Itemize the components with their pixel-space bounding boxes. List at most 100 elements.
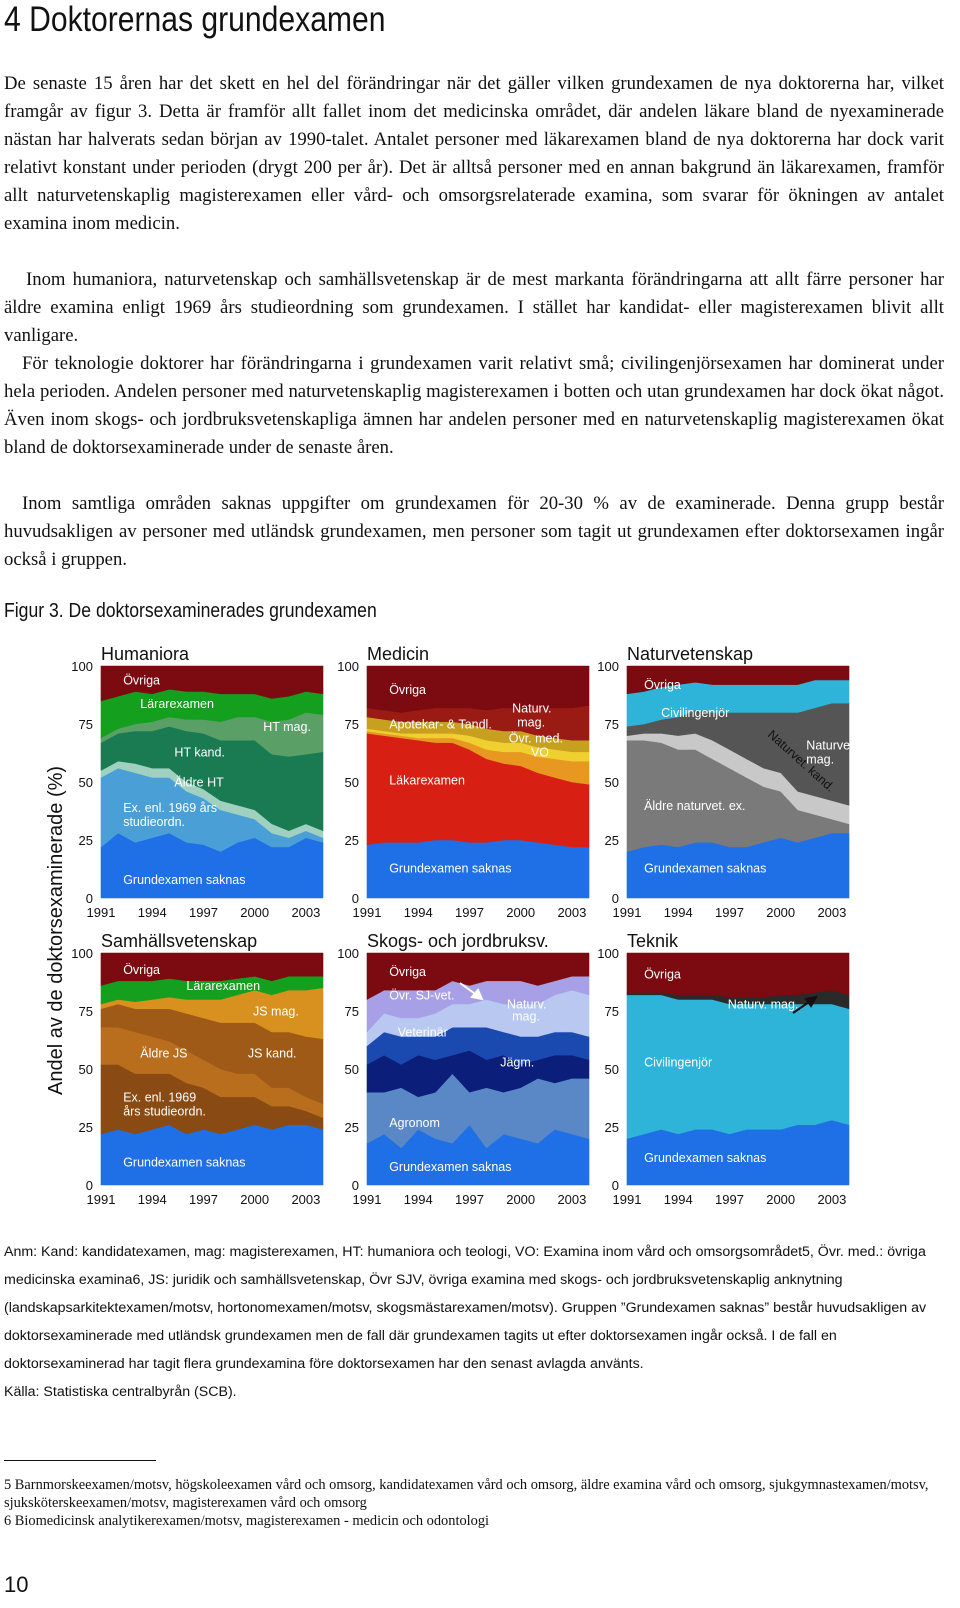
series-label: Övriga (389, 965, 426, 979)
chart-panel: Naturvetenskap 0 25 50 75 100 1991 1994 1997 2000… (597, 644, 857, 920)
series-label: Veterinär (398, 1026, 448, 1040)
y-tick-label: 0 (612, 1178, 619, 1193)
area-series (366, 665, 590, 713)
y-tick-label: 0 (86, 891, 93, 906)
y-tick-label: 100 (597, 659, 619, 674)
x-tick-label: 2000 (766, 905, 795, 920)
series-label: HT mag. (263, 720, 311, 734)
series-label: Övriga (123, 674, 160, 688)
x-tick-label: 1997 (189, 905, 218, 920)
x-tick-label: 1991 (613, 1192, 642, 1207)
series-label: Civilingenjör (661, 706, 729, 720)
series-label: mag. (806, 752, 834, 766)
series-label: Övriga (389, 683, 426, 697)
x-tick-label: 2000 (506, 905, 535, 920)
x-tick-label: 1991 (87, 1192, 116, 1207)
figure-note: Anm: Kand: kandidatexamen, mag: magister… (4, 1244, 927, 1372)
series-label: Grundexamen saknas (644, 1151, 766, 1165)
series-label: mag. (512, 1009, 540, 1023)
y-tick-label: 75 (345, 1004, 359, 1019)
arrow-head (804, 995, 818, 1008)
series-label: Övriga (123, 963, 160, 977)
y-tick-label: 0 (612, 891, 619, 906)
series-label: Övr. SJ-vet. (389, 988, 454, 1002)
x-tick-label: 2003 (817, 1192, 846, 1207)
x-tick-label: 2003 (557, 905, 586, 920)
y-tick-label: 75 (79, 717, 93, 732)
x-tick-label: 1997 (189, 1192, 218, 1207)
y-tick-label: 75 (605, 1004, 619, 1019)
series-label: Övr. med. (509, 732, 563, 746)
series-label: Lärarexamen (186, 979, 260, 993)
y-tick-label: 0 (352, 1178, 359, 1193)
panel-title: Humaniora (101, 644, 190, 664)
y-tick-label: 0 (352, 891, 359, 906)
x-tick-label: 2003 (557, 1192, 586, 1207)
chart-panel: Teknik 0 25 50 75 100 1991 1994 1997 2000 2003 Övri… (597, 931, 850, 1207)
series-label: Ex. enl. 1969 års (123, 801, 217, 815)
x-tick-label: 2003 (817, 905, 846, 920)
series-label: Grundexamen saknas (644, 861, 766, 875)
x-tick-label: 1994 (664, 905, 693, 920)
y-tick-label: 25 (345, 1120, 359, 1135)
series-label: Övriga (644, 678, 681, 692)
series-label: studieordn. (123, 815, 185, 829)
figure-3-charts: Andel av de doktorsexaminerade (%) Human… (45, 644, 857, 1207)
x-tick-label: 1991 (353, 1192, 382, 1207)
series-label: Äldre naturvet. ex. (644, 799, 745, 813)
y-tick-label: 100 (337, 946, 359, 961)
series-label: Lärarexamen (140, 697, 214, 711)
y-tick-label: 25 (79, 1120, 93, 1135)
series-label: JS kand. (248, 1046, 297, 1060)
y-tick-label: 75 (79, 1004, 93, 1019)
series-label: Naturvet. (806, 739, 857, 753)
y-tick-label: 100 (71, 946, 93, 961)
panel-title: Samhällsvetenskap (101, 931, 257, 951)
panel-title: Naturvetenskap (627, 644, 753, 664)
x-tick-label: 1997 (455, 905, 484, 920)
area-series (100, 952, 324, 986)
paragraph-1: De senaste 15 åren har det skett en hel … (4, 73, 944, 234)
series-label: Läkarexamen (389, 773, 465, 787)
y-tick-label: 25 (605, 1120, 619, 1135)
series-label: Naturv. (512, 701, 551, 715)
footnote-5: 5 Barnmorskeexamen/motsv, högskoleexamen… (4, 1477, 929, 1511)
footnote-rule (4, 1460, 156, 1461)
area-series (626, 952, 850, 998)
x-tick-label: 2000 (240, 905, 269, 920)
series-label: Apotekar- & Tandl. (389, 718, 492, 732)
chart-panel: Humaniora 0 25 50 75 100 1991 1994 1997 2000 2003 Ö… (71, 644, 324, 920)
series-label: Äldre JS (140, 1046, 187, 1060)
arrow-head (470, 988, 484, 1001)
chart-panel: Samhällsvetenskap 0 25 50 75 100 1991 1994 1997 2… (71, 931, 324, 1207)
x-tick-label: 2000 (506, 1192, 535, 1207)
x-tick-label: 1994 (138, 905, 167, 920)
series-label: Grundexamen saknas (123, 1155, 245, 1169)
y-tick-label: 25 (79, 833, 93, 848)
series-label: HT kand. (174, 745, 225, 759)
x-tick-label: 1997 (715, 905, 744, 920)
y-tick-label: 100 (71, 659, 93, 674)
y-tick-label: 75 (605, 717, 619, 732)
series-label: Naturv. mag. (728, 998, 799, 1012)
series-label: Grundexamen saknas (389, 1160, 511, 1174)
series-label: Jägm. (500, 1056, 534, 1070)
y-tick-label: 50 (345, 775, 359, 790)
y-tick-label: 50 (79, 1062, 93, 1077)
panel-title: Teknik (627, 931, 679, 951)
series-label: Äldre HT (174, 776, 224, 790)
x-tick-label: 1991 (613, 905, 642, 920)
x-tick-label: 1994 (664, 1192, 693, 1207)
x-tick-label: 1994 (404, 905, 433, 920)
x-tick-label: 1991 (353, 905, 382, 920)
chart-panel: Skogs- och jordbruksv. 0 25 50 75 100 1991 1994… (337, 931, 590, 1207)
x-tick-label: 2003 (291, 1192, 320, 1207)
series-label: Civilingenjör (644, 1056, 712, 1070)
page-number: 10 (4, 1572, 29, 1597)
x-tick-label: 1994 (404, 1192, 433, 1207)
series-label: Grundexamen saknas (123, 873, 245, 887)
figure-title: Figur 3. De doktorsexaminerades grundexa… (4, 600, 377, 622)
y-tick-label: 75 (345, 717, 359, 732)
x-tick-label: 1994 (138, 1192, 167, 1207)
series-label: Agronom (389, 1116, 440, 1130)
